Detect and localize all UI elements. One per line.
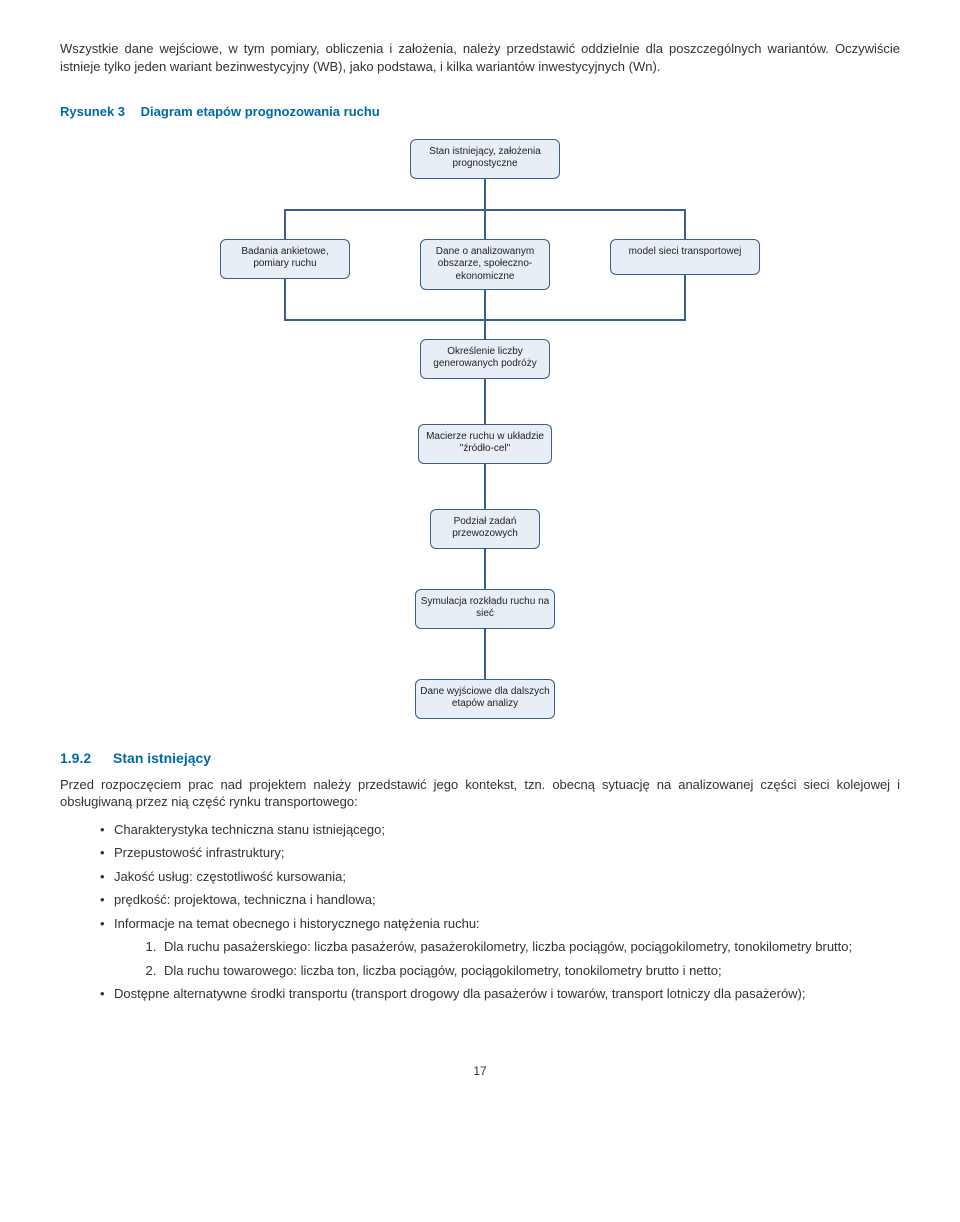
connector [484,287,486,319]
numbered-item: Dla ruchu towarowego: liczba ton, liczba… [160,962,900,980]
numbered-item: Dla ruchu pasażerskiego: liczba pasażeró… [160,938,900,956]
flowchart: Stan istniejący, założenia prognostyczne… [160,139,800,729]
flowchart-node-left: Badania ankietowe, pomiary ruchu [220,239,350,279]
flowchart-node-mid: Dane o analizowanym obszarze, społeczno-… [420,239,550,291]
bullet-item: prędkość: projektowa, techniczna i handl… [100,891,900,909]
figure-caption: Rysunek 3 Diagram etapów prognozowania r… [60,103,900,121]
connector [484,379,486,424]
flowchart-node-right: model sieci transportowej [610,239,760,275]
bullet-item: Przepustowość infrastruktury; [100,844,900,862]
flowchart-node-n8: Dane wyjściowe dla dalszych etapów anali… [415,679,555,719]
section-number: 1.9.2 [60,750,91,766]
flowchart-node-n4: Określenie liczby generowanych podróży [420,339,550,379]
section-heading: 1.9.2 Stan istniejący [60,749,900,768]
numbered-list: Dla ruchu pasażerskiego: liczba pasażeró… [160,938,900,979]
connector [484,549,486,589]
bullet-item: Charakterystyka techniczna stanu istniej… [100,821,900,839]
connector [284,279,286,319]
connector [284,209,286,239]
connector [484,179,486,209]
intro-paragraph: Wszystkie dane wejściowe, w tym pomiary,… [60,40,900,75]
connector [484,629,486,679]
connector [484,209,486,239]
flowchart-node-n6: Podział zadań przewozowych [430,509,540,549]
bullet-item: Dostępne alternatywne środki transportu … [100,985,900,1003]
figure-title-text: Diagram etapów prognozowania ruchu [141,104,380,119]
section-title: Stan istniejący [113,750,211,766]
connector [484,319,486,339]
bullet-item: Informacje na temat obecnego i historycz… [100,915,900,980]
flowchart-node-top: Stan istniejący, założenia prognostyczne [410,139,560,179]
section-lead: Przed rozpoczęciem prac nad projektem na… [60,776,900,811]
flowchart-node-n5: Macierze ruchu w układzie "źródło-cel" [418,424,552,464]
connector [484,464,486,509]
bullet-list: Charakterystyka techniczna stanu istniej… [100,821,900,1003]
figure-prefix: Rysunek 3 [60,104,125,119]
bullet-item: Jakość usług: częstotliwość kursowania; [100,868,900,886]
page-number: 17 [60,1063,900,1079]
flowchart-node-n7: Symulacja rozkładu ruchu na sieć [415,589,555,629]
connector [684,275,686,319]
section-body: Przed rozpoczęciem prac nad projektem na… [60,776,900,1003]
intro-text: Wszystkie dane wejściowe, w tym pomiary,… [60,40,900,75]
connector [684,209,686,239]
